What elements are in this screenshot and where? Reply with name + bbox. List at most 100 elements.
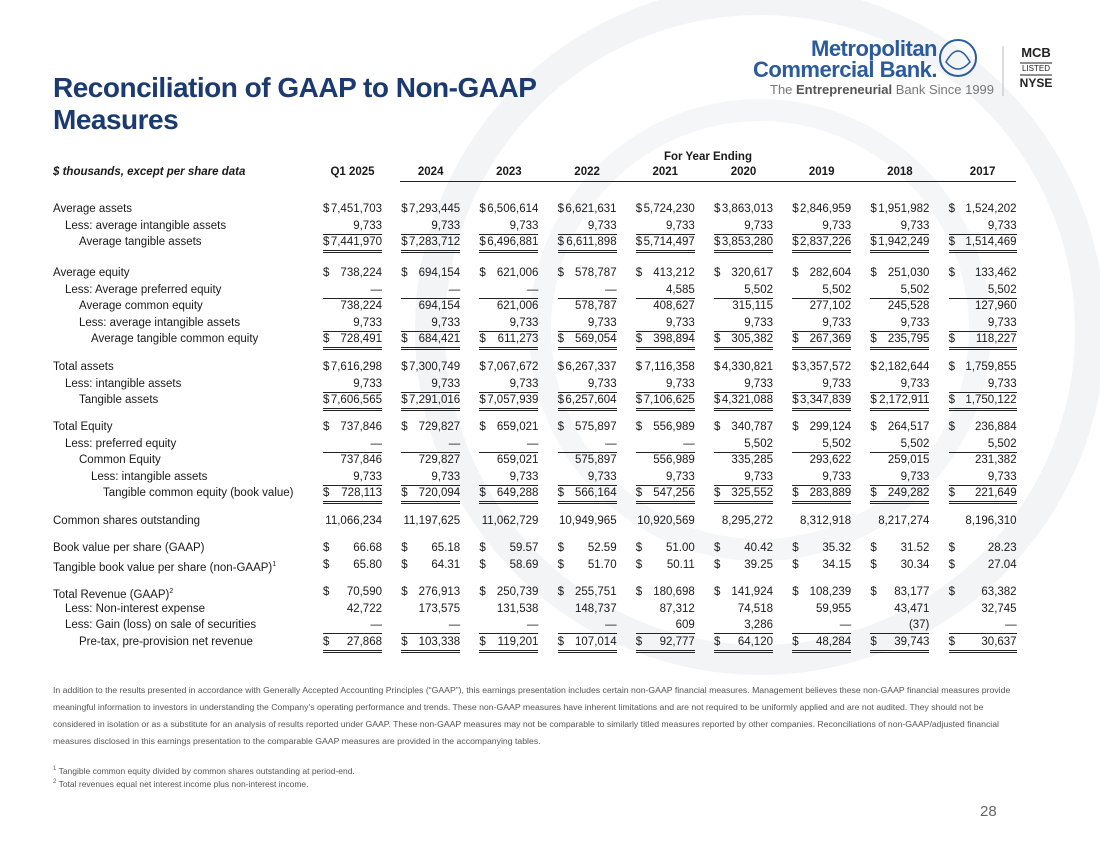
cell: 9,733 bbox=[714, 218, 773, 235]
cell-value: 173,575 bbox=[418, 602, 461, 615]
cell-value: 737,846 bbox=[340, 421, 382, 433]
currency: $ bbox=[635, 586, 643, 598]
cell-value: 649,288 bbox=[496, 487, 539, 500]
cell: $180,698 bbox=[636, 584, 695, 600]
cell-value: — bbox=[605, 619, 617, 632]
cell: 8,217,274 bbox=[870, 513, 929, 529]
cell: $39,743 bbox=[870, 634, 930, 653]
cell: — bbox=[948, 617, 1017, 635]
currency: $ bbox=[635, 236, 643, 249]
currency: $ bbox=[401, 361, 408, 373]
cell-value: 5,502 bbox=[744, 283, 773, 296]
row-label: Less: intangible assets bbox=[65, 377, 182, 390]
cell-value: 3,347,839 bbox=[800, 394, 852, 407]
currency: $ bbox=[557, 394, 564, 407]
cell: $3,347,839 bbox=[792, 392, 852, 412]
cell: $578,787 bbox=[558, 265, 617, 281]
cell: — bbox=[557, 282, 617, 299]
cell-value: 9,733 bbox=[431, 219, 461, 232]
cell-value: 133,462 bbox=[975, 267, 1017, 279]
cell-value: 5,502 bbox=[744, 437, 773, 450]
currency: $ bbox=[792, 267, 799, 279]
currency: $ bbox=[557, 586, 564, 598]
cell: 737,846 bbox=[323, 452, 382, 468]
cell: $27.04 bbox=[949, 557, 1017, 573]
cell-value: — bbox=[526, 437, 539, 450]
cell: $235,795 bbox=[870, 331, 930, 351]
currency: $ bbox=[479, 333, 486, 346]
cell: — bbox=[479, 617, 539, 635]
currency: $ bbox=[870, 542, 877, 554]
cell: $3,863,013 bbox=[714, 201, 773, 217]
cell: 9,733 bbox=[401, 218, 461, 235]
cell: 148,737 bbox=[558, 601, 617, 617]
cell-value: 283,889 bbox=[809, 487, 852, 500]
cell-value: 8,217,274 bbox=[878, 515, 930, 527]
currency: $ bbox=[635, 203, 643, 215]
cell: 621,006 bbox=[479, 298, 539, 314]
cell-value: 738,224 bbox=[340, 267, 382, 279]
cell: 127,960 bbox=[949, 298, 1017, 314]
cell-value: 9,733 bbox=[431, 470, 461, 483]
currency: $ bbox=[323, 542, 330, 554]
row-label: Total Revenue (GAAP)2 bbox=[53, 588, 174, 601]
cell: 315,115 bbox=[714, 298, 773, 314]
cell-value: 39,743 bbox=[894, 635, 930, 648]
cell: $30,637 bbox=[948, 634, 1017, 653]
cell: 277,102 bbox=[792, 298, 852, 314]
cell-value: 578,787 bbox=[575, 267, 617, 279]
cell-value: 1,750,122 bbox=[965, 394, 1017, 407]
cell-value: 28.23 bbox=[987, 542, 1017, 554]
cell-value: 9,733 bbox=[587, 377, 617, 390]
cell-value: 70,590 bbox=[346, 586, 382, 598]
row-label: Less: Average preferred equity bbox=[65, 283, 222, 296]
cell: $249,282 bbox=[870, 485, 930, 505]
row-label: Tangible assets bbox=[79, 394, 159, 407]
currency: $ bbox=[323, 361, 330, 373]
cell: $566,164 bbox=[557, 485, 617, 505]
cell: 9,733 bbox=[557, 218, 617, 235]
cell-value: 108,239 bbox=[809, 586, 852, 598]
cell-value: 9,733 bbox=[822, 219, 852, 232]
currency: $ bbox=[792, 542, 799, 554]
table: $ thousands, except per share data For Ye… bbox=[53, 151, 1017, 653]
cell: $276,913 bbox=[401, 584, 460, 600]
cell-value: 245,528 bbox=[887, 300, 930, 313]
currency: $ bbox=[870, 333, 877, 346]
cell-value: 7,067,672 bbox=[487, 361, 539, 373]
column-header: 2018 bbox=[887, 166, 913, 178]
currency: $ bbox=[792, 421, 799, 433]
cell: 9,733 bbox=[792, 469, 852, 486]
cell: $1,951,982 bbox=[870, 201, 929, 217]
currency: $ bbox=[323, 267, 330, 279]
cell-value: 9,733 bbox=[509, 316, 539, 329]
cell: 9,733 bbox=[948, 469, 1017, 486]
cell: $7,451,703 bbox=[323, 201, 382, 217]
cell-value: 5,502 bbox=[987, 437, 1017, 450]
cell: $250,739 bbox=[479, 584, 538, 600]
currency: $ bbox=[714, 236, 721, 249]
cell: $737,846 bbox=[323, 419, 382, 435]
currency: $ bbox=[714, 203, 721, 215]
currency: $ bbox=[401, 635, 408, 648]
cell: 8,196,310 bbox=[949, 513, 1017, 529]
cell-value: 39.25 bbox=[744, 558, 773, 571]
cell: $119,201 bbox=[479, 634, 539, 653]
cell: 8,295,272 bbox=[714, 513, 773, 529]
currency: $ bbox=[557, 635, 564, 648]
currency: $ bbox=[557, 203, 564, 215]
currency: $ bbox=[948, 487, 955, 500]
footnote-mark: 1 bbox=[53, 766, 57, 772]
cell-value: 8,196,310 bbox=[965, 515, 1017, 527]
cell-value: 250,739 bbox=[496, 586, 539, 598]
tagline: The Entrepreneurial Bank Since 1999 bbox=[770, 82, 994, 97]
cell: 245,528 bbox=[870, 298, 930, 314]
disclaimer: In addition to the results presented in … bbox=[53, 685, 1011, 746]
cell-value: 251,030 bbox=[887, 267, 930, 279]
cell-value: 1,514,469 bbox=[965, 236, 1017, 249]
cell: — bbox=[635, 436, 695, 453]
cell-value: 255,751 bbox=[575, 586, 617, 598]
currency: $ bbox=[479, 487, 486, 500]
cell-value: 42,722 bbox=[346, 602, 382, 615]
